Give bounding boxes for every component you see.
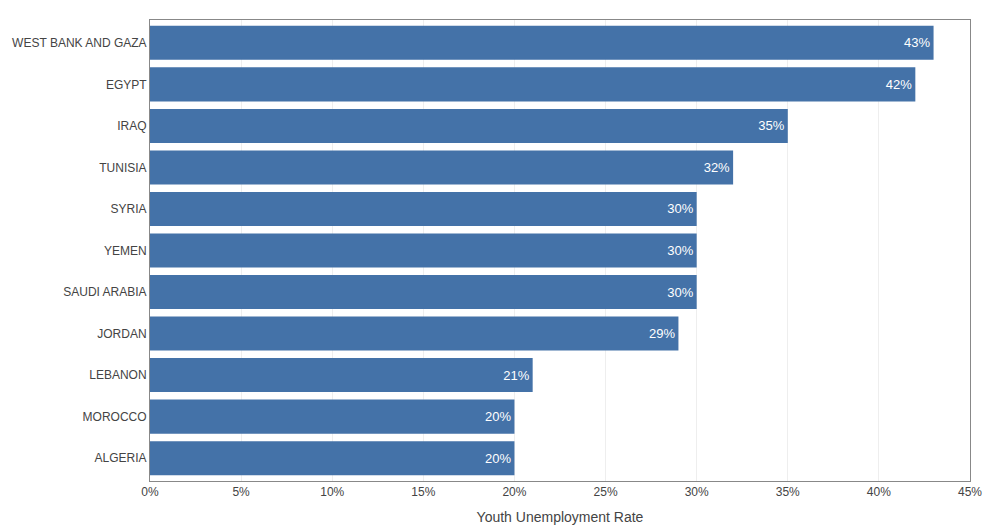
svg-text:32%: 32% bbox=[704, 160, 730, 175]
svg-text:42%: 42% bbox=[886, 77, 912, 92]
svg-text:15%: 15% bbox=[411, 485, 435, 499]
svg-text:35%: 35% bbox=[776, 485, 800, 499]
svg-text:WEST BANK AND GAZA: WEST BANK AND GAZA bbox=[12, 36, 146, 50]
svg-text:IRAQ: IRAQ bbox=[117, 119, 146, 133]
svg-text:10%: 10% bbox=[320, 485, 344, 499]
svg-text:20%: 20% bbox=[485, 409, 511, 424]
svg-text:0%: 0% bbox=[141, 485, 159, 499]
svg-text:29%: 29% bbox=[649, 326, 675, 341]
svg-text:EGYPT: EGYPT bbox=[106, 78, 147, 92]
svg-text:45%: 45% bbox=[958, 485, 982, 499]
svg-text:20%: 20% bbox=[502, 485, 526, 499]
svg-text:30%: 30% bbox=[685, 485, 709, 499]
svg-text:40%: 40% bbox=[867, 485, 891, 499]
svg-text:YEMEN: YEMEN bbox=[104, 244, 147, 258]
svg-text:JORDAN: JORDAN bbox=[97, 327, 146, 341]
svg-text:SAUDI ARABIA: SAUDI ARABIA bbox=[63, 285, 146, 299]
svg-text:TUNISIA: TUNISIA bbox=[99, 161, 146, 175]
svg-text:SYRIA: SYRIA bbox=[111, 202, 147, 216]
svg-text:5%: 5% bbox=[232, 485, 250, 499]
svg-text:30%: 30% bbox=[667, 285, 693, 300]
svg-text:ALGERIA: ALGERIA bbox=[95, 451, 147, 465]
svg-text:43%: 43% bbox=[904, 35, 930, 50]
svg-text:25%: 25% bbox=[594, 485, 618, 499]
svg-text:MOROCCO: MOROCCO bbox=[83, 410, 147, 424]
svg-text:35%: 35% bbox=[758, 118, 784, 133]
svg-text:Youth Unemployment Rate: Youth Unemployment Rate bbox=[477, 509, 644, 525]
svg-text:21%: 21% bbox=[503, 368, 529, 383]
svg-text:30%: 30% bbox=[667, 243, 693, 258]
svg-text:LEBANON: LEBANON bbox=[89, 368, 146, 382]
svg-text:20%: 20% bbox=[485, 451, 511, 466]
svg-text:30%: 30% bbox=[667, 201, 693, 216]
